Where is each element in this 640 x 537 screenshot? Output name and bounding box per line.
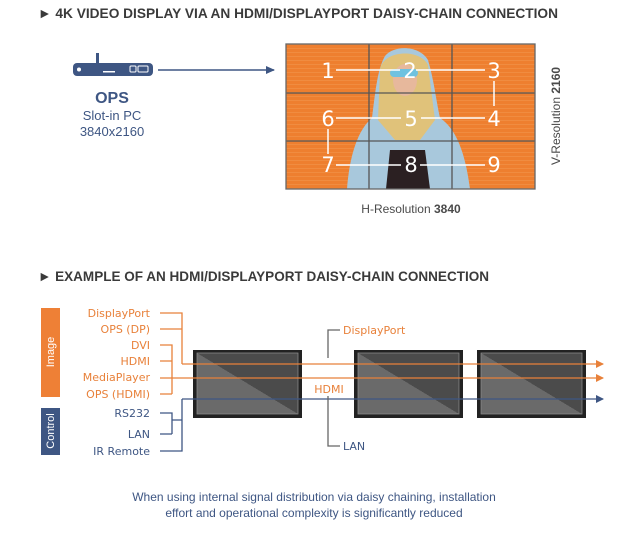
input-lan: LAN: [128, 428, 150, 441]
tile-8: 8: [404, 153, 417, 177]
image-group-box: [41, 308, 60, 397]
input-ir-remote: IR Remote: [93, 445, 150, 458]
chain-label-hdmi: HDMI: [314, 383, 343, 396]
signal-lines: [160, 312, 604, 452]
tile-5: 5: [404, 107, 417, 131]
ops-resolution: 3840x2160: [80, 124, 144, 139]
v-resolution: V-Resolution 2160: [549, 67, 563, 165]
tile-9: 9: [487, 153, 500, 177]
input-ops-dp: OPS (DP): [101, 323, 150, 336]
chain-label-lan: LAN: [343, 440, 365, 453]
tile-2: 2: [403, 59, 416, 83]
input-rs232: RS232: [114, 407, 150, 420]
h-resolution: H-Resolution 3840: [361, 202, 461, 216]
monitor-1: [193, 350, 302, 418]
tile-6: 6: [321, 107, 334, 131]
input-dvi: DVI: [131, 339, 150, 352]
image-group-label: Image: [45, 337, 57, 368]
control-group-label: Control: [45, 413, 57, 448]
monitor-2: [354, 350, 463, 418]
control-group-box: [41, 408, 60, 455]
tile-3: 3: [487, 59, 500, 83]
tile-4: 4: [487, 107, 500, 131]
section1-heading: ► 4K VIDEO DISPLAY VIA AN HDMI/DISPLAYPO…: [38, 5, 558, 21]
section2-heading: ► EXAMPLE OF AN HDMI/DISPLAYPORT DAISY-C…: [38, 268, 489, 284]
ops-title: OPS: [95, 90, 129, 107]
input-displayport: DisplayPort: [88, 307, 151, 320]
footer-line-2: effort and operational complexity is sig…: [165, 506, 462, 520]
ops-slot-in-pc-icon: [73, 53, 153, 76]
tile-1: 1: [321, 59, 334, 83]
chain-label-displayport: DisplayPort: [343, 324, 406, 337]
footer-line-1: When using internal signal distribution …: [132, 490, 496, 504]
monitor-3: [477, 350, 586, 418]
tile-7: 7: [321, 153, 334, 177]
input-ops-hdmi: OPS (HDMI): [86, 388, 150, 401]
input-hdmi: HDMI: [121, 355, 150, 368]
video-wall: 1 2 3 4 5 6 7 8 9: [285, 43, 536, 190]
input-mediaplayer: MediaPlayer: [83, 371, 151, 384]
ops-subtitle: Slot-in PC: [83, 108, 142, 123]
